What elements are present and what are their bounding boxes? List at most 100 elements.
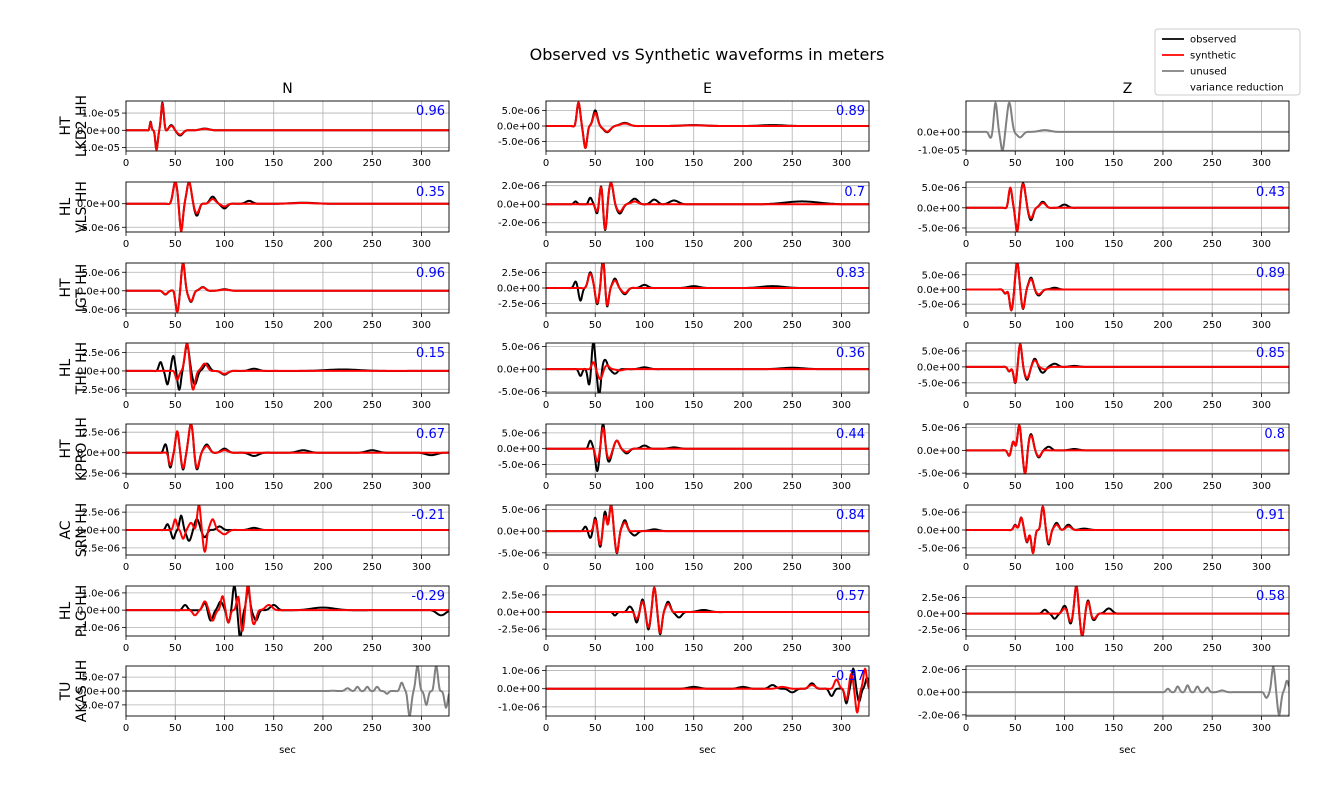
- trace-group: [546, 182, 869, 231]
- y-tick-label: -5.0e-06: [918, 469, 960, 480]
- y-tick-label: -2.5e-06: [78, 469, 120, 480]
- y-tick-label: 0.0e+00: [917, 609, 960, 620]
- x-tick-label: 100: [635, 643, 654, 654]
- x-tick-label: 250: [363, 481, 382, 492]
- row-label-4: HL THL HH: [58, 342, 90, 395]
- y-tick-label: 0.0e+00: [917, 203, 960, 214]
- x-tick-label: 250: [783, 158, 802, 169]
- x-tick-label: 250: [1203, 481, 1222, 492]
- x-tick-label: 200: [313, 481, 332, 492]
- x-tick-label: 150: [1104, 400, 1123, 411]
- x-tick-label: 300: [832, 400, 851, 411]
- panel-1-e: 0 50 100 150 200 250 300 5.0e-06 0.0e+00 -5.0e-06…: [497, 100, 870, 169]
- x-tick-label: 0: [123, 723, 129, 734]
- observed-trace: [126, 586, 449, 636]
- x-tick-label: 300: [412, 239, 431, 250]
- y-tick-label: 0.0e+00: [77, 286, 120, 297]
- x-tick-label: 0: [123, 400, 129, 411]
- x-tick-label: 250: [363, 562, 382, 573]
- x-tick-label: 300: [832, 481, 851, 492]
- variance-reduction-label: 0.7: [844, 185, 865, 200]
- x-tick-label: 250: [783, 400, 802, 411]
- observed-trace: [126, 182, 449, 231]
- y-tick-label: -5.0e-06: [918, 543, 960, 554]
- x-tick-label: 250: [1203, 239, 1222, 250]
- observed-trace: [546, 667, 869, 705]
- x-tick-label: 50: [1009, 643, 1022, 654]
- panel-3-e: 0 50 100 150 200 250 300 2.5e-06 0.0e+00 -2.5e-06…: [497, 262, 870, 331]
- x-tick-label: 50: [589, 481, 602, 492]
- panel-frame: [125, 100, 450, 152]
- panel-2-z: 0 50 100 150 200 250 300 5.0e-06 0.0e+00 -5.0e-06…: [917, 181, 1290, 250]
- variance-reduction-label: 0.83: [836, 266, 865, 281]
- x-tick-label: 150: [264, 158, 283, 169]
- variance-reduction-label: 0.85: [1256, 346, 1285, 361]
- row-label-7: HL PLG HH: [58, 585, 90, 638]
- x-tick-label: 250: [783, 562, 802, 573]
- row-label-line: IGT HH: [74, 264, 90, 313]
- x-tick-label: 250: [363, 320, 382, 331]
- panel-frame: [965, 100, 1290, 152]
- x-axis-labels: sec sec sec: [279, 745, 1136, 756]
- y-tick-label: -5.0e-06: [918, 300, 960, 311]
- synthetic-trace: [126, 182, 449, 232]
- legend-label-synthetic: synthetic: [1190, 51, 1236, 62]
- x-tick-label: 300: [412, 400, 431, 411]
- x-tick-label: 300: [832, 239, 851, 250]
- y-tick-label: 5.0e-06: [922, 508, 960, 519]
- panel-4-n: 0 50 100 150 200 250 300 2.5e-06 0.0e+00 -2.5e-06…: [77, 342, 450, 411]
- x-tick-label: 50: [589, 400, 602, 411]
- y-tick-label: 0.0e+00: [497, 284, 540, 295]
- x-tick-label: 0: [543, 158, 549, 169]
- trace-group: [126, 263, 449, 313]
- x-tick-label: 100: [215, 320, 234, 331]
- y-tick-label: 0.0e+00: [77, 526, 120, 537]
- variance-reduction-label: -0.21: [411, 508, 445, 523]
- x-tick-label: 0: [543, 481, 549, 492]
- y-tick-label: 5.0e-07: [82, 673, 120, 684]
- x-tick-label: 100: [635, 562, 654, 573]
- y-tick-label: -5.0e-06: [498, 137, 540, 148]
- variance-reduction-label: 0.8: [1264, 427, 1285, 442]
- panel-7-z: 0 50 100 150 200 250 300 2.5e-06 0.0e+00 -2.5e-06…: [917, 585, 1290, 654]
- trace-group: [546, 424, 869, 473]
- x-tick-label: 150: [684, 481, 703, 492]
- x-tick-label: 150: [684, 320, 703, 331]
- variance-reduction-label: 0.96: [416, 104, 445, 119]
- synthetic-trace: [126, 343, 449, 391]
- unused-trace: [126, 666, 449, 716]
- x-tick-label: 0: [963, 562, 969, 573]
- x-tick-label: 200: [733, 562, 752, 573]
- y-tick-label: -5.0e-07: [78, 700, 120, 711]
- trace-group: [966, 586, 1289, 636]
- row-label-line: HT: [58, 116, 74, 136]
- synthetic-trace: [966, 263, 1289, 312]
- x-tick-label: 0: [963, 158, 969, 169]
- x-tick-label: 200: [1153, 400, 1172, 411]
- x-tick-label: 250: [1203, 400, 1222, 411]
- x-tick-label: 300: [832, 643, 851, 654]
- x-tick-label: 50: [169, 400, 182, 411]
- x-tick-label: 150: [684, 400, 703, 411]
- synthetic-trace: [966, 424, 1289, 474]
- x-tick-label: 100: [1055, 723, 1074, 734]
- trace-group: [126, 101, 449, 151]
- x-tick-label: 0: [963, 723, 969, 734]
- x-tick-label: 50: [1009, 481, 1022, 492]
- variance-reduction-label: 0.89: [836, 104, 865, 119]
- variance-reduction-label: 0.36: [836, 346, 865, 361]
- y-tick-label: 0.0e+00: [77, 687, 120, 698]
- panel-7-n: 0 50 100 150 200 250 300 1.0e-06 0.0e+00 -1.0e-06…: [77, 585, 450, 654]
- variance-reduction-label: 0.44: [836, 427, 865, 442]
- y-tick-label: 5.0e-06: [82, 268, 120, 279]
- panel-frame: [965, 181, 1290, 233]
- y-tick-label: 0.0e+00: [917, 526, 960, 537]
- y-tick-label: -2.5e-06: [918, 625, 960, 636]
- x-tick-label: 100: [1055, 481, 1074, 492]
- y-tick-label: 0.0e+00: [77, 126, 120, 137]
- x-tick-label: 300: [1252, 481, 1271, 492]
- panel-frame: [965, 262, 1290, 314]
- synthetic-trace: [546, 667, 869, 714]
- y-tick-label: -5.0e-06: [918, 223, 960, 234]
